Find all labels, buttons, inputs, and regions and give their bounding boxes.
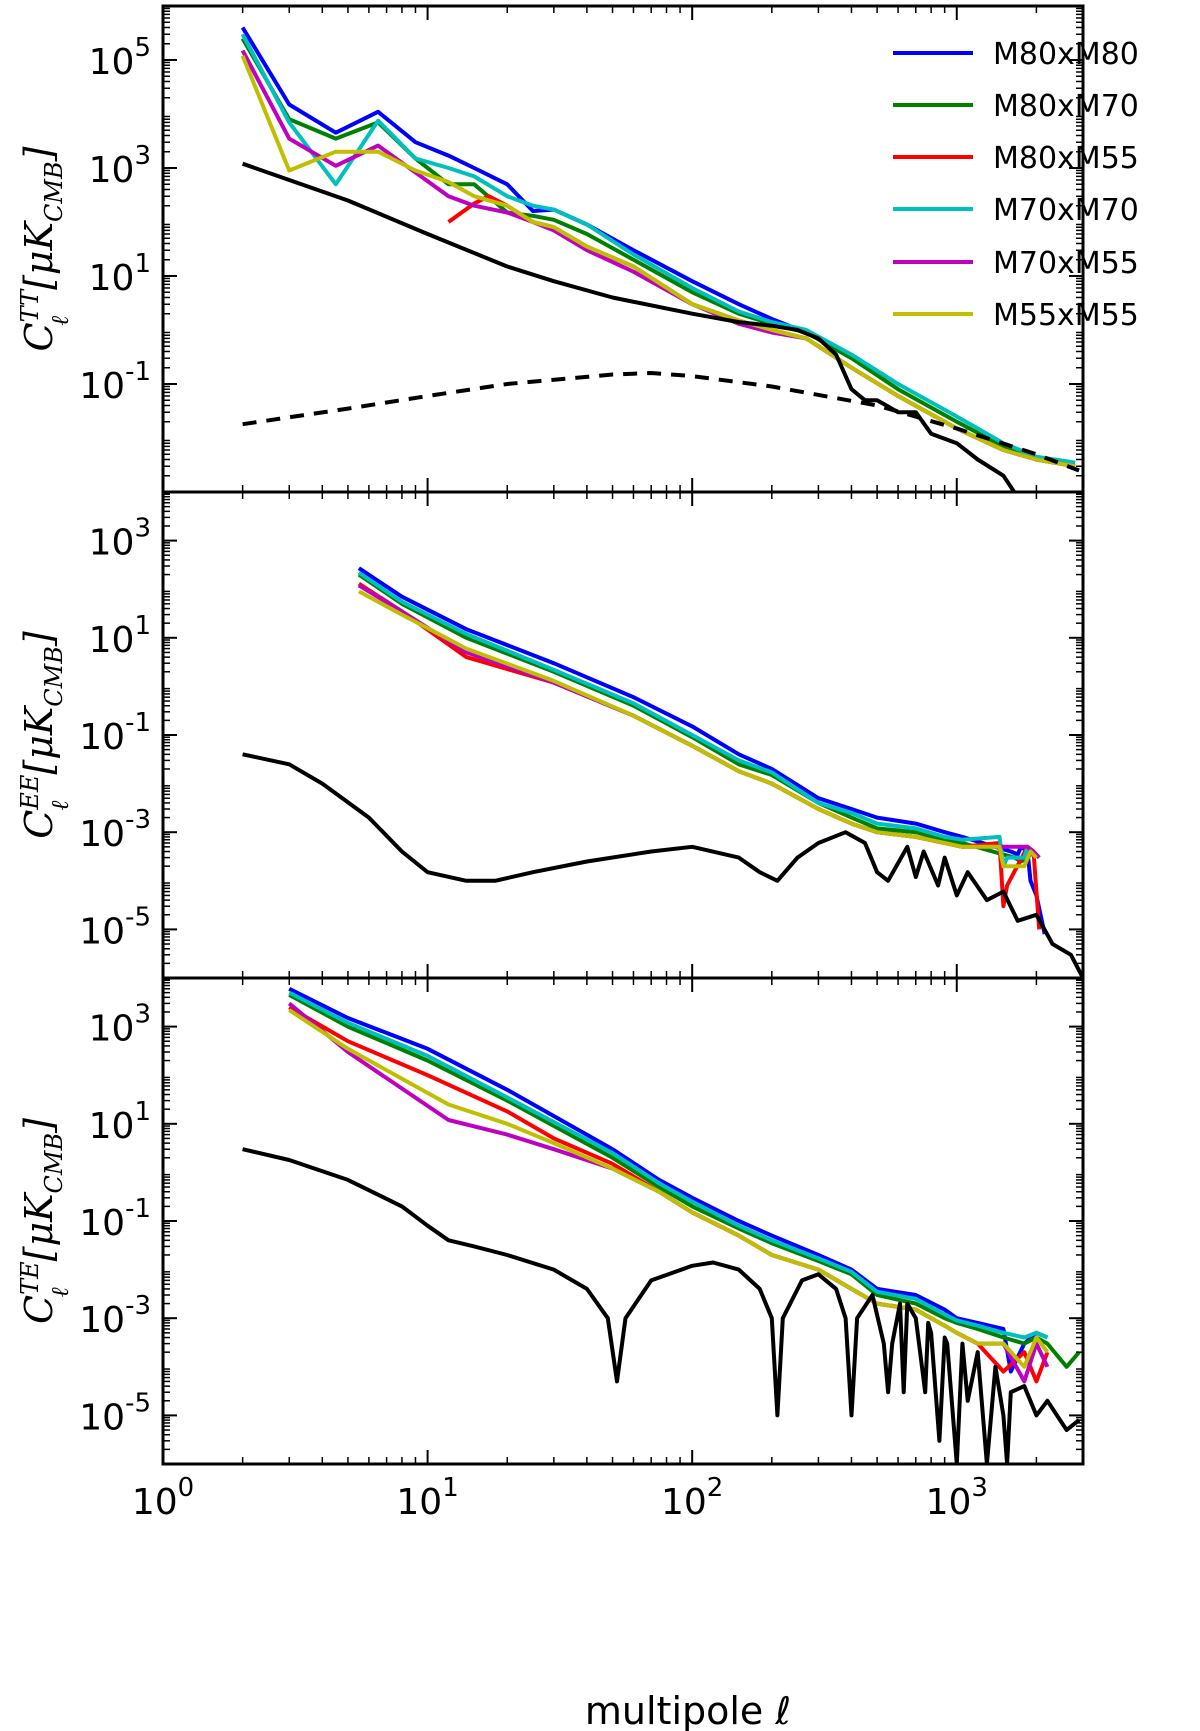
legend-entry-m55xm55: M55xM55 (893, 298, 1139, 333)
legend-label-m70xm55: M70xM55 (993, 246, 1139, 281)
te-ylabel-sub: ℓ (46, 1287, 74, 1297)
tt-series-foreground (242, 371, 1080, 473)
ee-series-cmb (242, 752, 1083, 978)
te-series-cmb (242, 1147, 1081, 1464)
ee-tick-layer: 10-5 10-3 10-1 101 103 (79, 492, 1084, 978)
ee-ytick-label: 101 (89, 611, 151, 661)
te-ytick-label: 103 (89, 1000, 151, 1050)
te-xtick-label: 102 (661, 1473, 723, 1523)
ee-ylabel-sub: ℓ (46, 801, 74, 811)
tt-ylabel-unit-sub: CMB (40, 161, 68, 222)
te-ytick-label: 10-1 (79, 1194, 151, 1244)
x-axis-label: multipole ℓ (585, 1689, 791, 1731)
ee-ylabel-unit-close: ] (17, 631, 61, 647)
tt-ytick-label: 10-1 (79, 357, 151, 407)
tt-ylabel-sub: ℓ (46, 316, 74, 326)
legend-label-m70xm70: M70xM70 (993, 193, 1139, 228)
panel-tt: 10-1 101 103 105 CTTℓ [μKCMB] (16, 4, 1085, 494)
tt-series-cmb (241, 161, 1017, 492)
te-ytick-label: 10-3 (79, 1291, 151, 1341)
panel-te: 10-5 10-3 10-1 101 103 100 101 102 103 CTEℓ [μKCM… (16, 976, 1085, 1523)
legend: M80xM80 M80xM70 M80xM55 M70xM70 M70xM55 … (893, 37, 1139, 333)
te-xtick-label: 103 (926, 1473, 988, 1523)
te-series-m80xm80 (288, 987, 1049, 1374)
ee-series-m55xm55 (357, 589, 1038, 869)
tt-ylabel-sup: TT (16, 288, 44, 322)
legend-entry-m70xm70: M70xM70 (893, 193, 1139, 228)
tt-series-m70xm70 (240, 33, 1076, 465)
ee-ytick-label: 10-3 (79, 805, 151, 855)
legend-label-m80xm55: M80xM55 (993, 141, 1139, 176)
legend-entry-m70xm55: M70xM55 (893, 246, 1139, 281)
te-series-m70xm70 (288, 990, 1049, 1340)
tt-ylabel: CTTℓ [μKCMB] (16, 146, 74, 351)
tt-ylabel-base: C (17, 322, 61, 351)
te-ytick-label: 101 (89, 1097, 151, 1147)
te-ylabel-unit: [μK (17, 1191, 61, 1262)
ee-ylabel-unit-sub: CMB (40, 646, 68, 707)
ee-series-layer (242, 566, 1083, 978)
tt-ylabel-unit-close: ] (17, 146, 61, 162)
te-tick-layer: 10-5 10-3 10-1 101 103 100 101 102 103 (79, 978, 1084, 1523)
ee-ytick-label: 10-5 (79, 902, 151, 952)
ee-series-m70xm70 (357, 570, 1041, 869)
te-series-m55xm55 (288, 1008, 1050, 1369)
tt-series-m80xm80 (240, 26, 808, 335)
legend-entry-m80xm70: M80xM70 (893, 89, 1139, 124)
ee-ylabel-base: C (17, 810, 61, 839)
ee-ylabel: CEEℓ [μKCMB] (16, 631, 74, 839)
tt-series-layer (240, 26, 1080, 492)
te-ylabel-unit-close: ] (17, 1118, 61, 1134)
tt-ytick-label: 101 (89, 249, 151, 299)
tt-ylabel-unit: [μK (17, 219, 61, 290)
legend-entry-m80xm55: M80xM55 (893, 141, 1139, 176)
panel-ee: 10-5 10-3 10-1 101 103 CEEℓ [μKCMB] (16, 490, 1085, 980)
te-xtick-label: 100 (132, 1473, 194, 1523)
te-series-m80xm70 (288, 993, 1081, 1369)
ee-ytick-label: 103 (89, 514, 151, 564)
tt-ytick-label: 105 (89, 33, 151, 83)
legend-entry-m80xm80: M80xM80 (893, 37, 1139, 72)
ee-ytick-label: 10-1 (79, 708, 151, 758)
te-plot-frame (161, 976, 1085, 1466)
te-ylabel: CTEℓ [μKCMB] (16, 1118, 74, 1324)
te-ylabel-unit-sub: CMB (40, 1133, 68, 1194)
legend-label-m80xm70: M80xM70 (993, 89, 1139, 124)
te-series-layer (242, 987, 1081, 1464)
legend-label-m80xm80: M80xM80 (993, 37, 1139, 72)
ee-ylabel-unit: [μK (17, 704, 61, 775)
te-ylabel-base: C (17, 1295, 61, 1324)
te-ytick-label: 10-5 (79, 1388, 151, 1438)
ee-ylabel-sup: EE (16, 774, 44, 811)
te-ylabel-sup: TE (16, 1261, 44, 1295)
tt-series-m55xm55 (240, 54, 1076, 469)
legend-label-m55xm55: M55xM55 (993, 298, 1139, 333)
te-xtick-label: 101 (396, 1473, 458, 1523)
tt-ytick-label: 103 (89, 141, 151, 191)
